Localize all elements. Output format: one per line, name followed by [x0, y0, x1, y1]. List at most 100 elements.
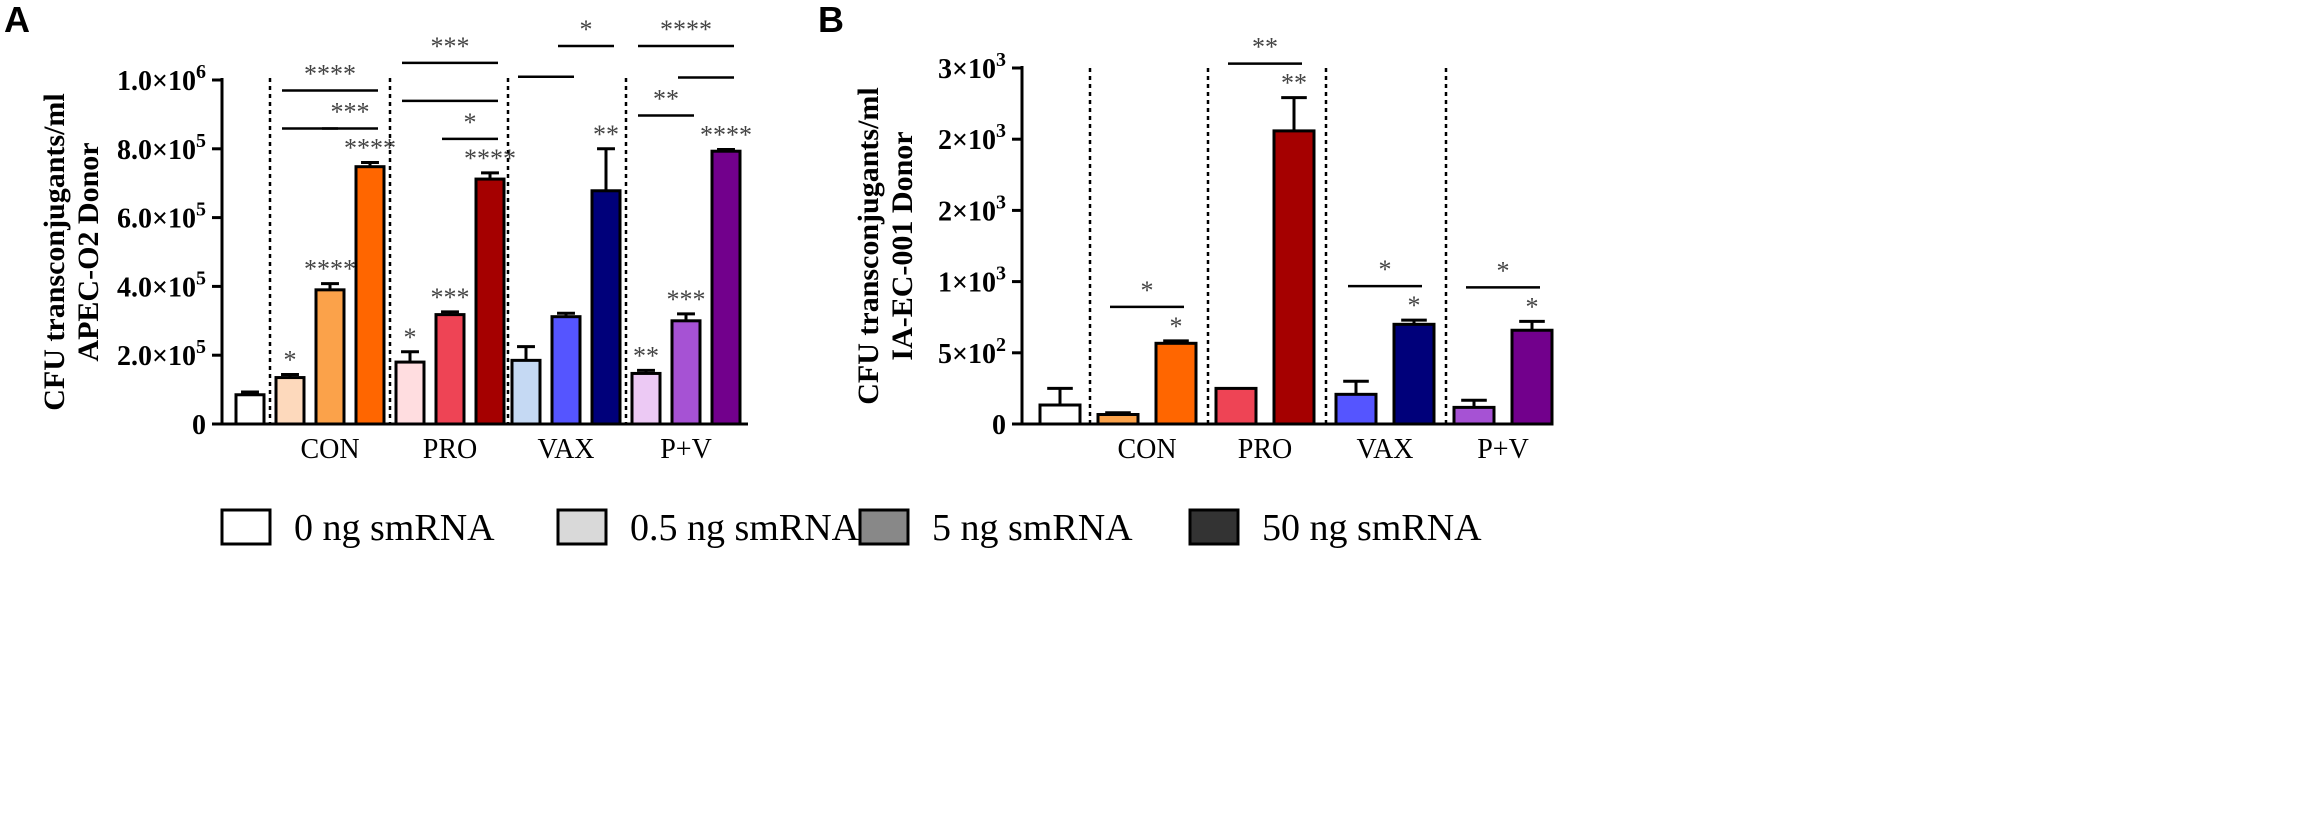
y-axis-label: APEC-O2 Donor — [72, 142, 105, 361]
bar — [1510, 328, 1554, 426]
tick-times: ×10 — [152, 341, 196, 372]
bracket-significance: * — [580, 15, 593, 44]
y-tick-label: 3×103 — [938, 49, 1006, 85]
bar — [1154, 341, 1198, 426]
bracket-significance: *** — [431, 32, 470, 61]
significance-label: **** — [304, 255, 356, 284]
bar — [234, 393, 266, 426]
bracket-significance: * — [1141, 276, 1154, 305]
bracket-significance: ** — [653, 84, 679, 113]
significance-label: ** — [633, 341, 659, 370]
bar — [1334, 392, 1378, 426]
tick-mantissa: 1.0 — [117, 66, 152, 97]
bar — [1392, 322, 1436, 426]
tick-exponent: 5 — [196, 199, 206, 221]
panel-a-chart: A CFU transconjugants/ml APEC-O2 Donor 0 2.0… — [4, 0, 752, 465]
tick-exponent: 3 — [996, 263, 1006, 285]
bar — [1096, 413, 1140, 426]
bracket-significance: * — [1379, 255, 1392, 284]
bar — [474, 177, 506, 426]
legend-swatch — [1188, 508, 1240, 546]
significance-label: **** — [464, 144, 516, 173]
tick-times: ×10 — [152, 66, 196, 97]
group-label: PRO — [1238, 434, 1292, 465]
legend-swatch — [556, 508, 608, 546]
group-label: PRO — [423, 434, 477, 465]
significance-label: * — [1526, 292, 1539, 321]
legend-label: 0.5 ng smRNA — [630, 507, 860, 549]
y-tick-label: 1.0×106 — [117, 61, 206, 97]
group-label: VAX — [537, 434, 594, 465]
legend: 0 ng smRNA 0.5 ng smRNA 5 ng smRNA 50 ng sm… — [220, 507, 1482, 549]
tick-times: ×10 — [952, 125, 996, 156]
bar — [550, 315, 582, 426]
group-label: VAX — [1356, 434, 1413, 465]
bar — [394, 360, 426, 426]
bar — [274, 376, 306, 426]
bar — [434, 313, 466, 426]
bar — [354, 165, 386, 426]
legend-label: 5 ng smRNA — [932, 507, 1133, 549]
group-label: P+V — [660, 434, 712, 465]
tick-exponent: 5 — [196, 336, 206, 358]
tick-exponent: 3 — [996, 49, 1006, 71]
tick-mantissa: 8.0 — [117, 135, 152, 166]
tick-exponent: 6 — [196, 61, 206, 83]
bar — [670, 319, 702, 426]
y-tick-label: 0 — [992, 410, 1006, 441]
y-tick-label: 5×102 — [938, 334, 1006, 370]
tick-mantissa: 2 — [938, 125, 952, 156]
tick-times: ×10 — [952, 339, 996, 370]
tick-times: ×10 — [152, 272, 196, 303]
tick-times: ×10 — [952, 268, 996, 299]
tick-exponent: 3 — [996, 120, 1006, 142]
bar — [630, 371, 662, 426]
y-tick-label: 1×103 — [938, 263, 1006, 299]
bar — [314, 288, 346, 426]
tick-mantissa: 6.0 — [117, 204, 152, 235]
significance-label: * — [1170, 312, 1183, 341]
panel-b-chart: B CFU transconjugants/ml IA-EC-001 Donor 0 5… — [818, 0, 1554, 465]
bar — [590, 189, 622, 426]
bracket-significance: **** — [304, 60, 356, 89]
bracket-significance: * — [1497, 256, 1510, 285]
tick-mantissa: 2 — [938, 196, 952, 227]
y-tick-label: 0 — [192, 410, 206, 441]
bar — [1452, 405, 1496, 426]
tick-exponent: 5 — [196, 267, 206, 289]
legend-label: 0 ng smRNA — [294, 507, 495, 549]
tick-exponent: 3 — [996, 191, 1006, 213]
significance-label: **** — [700, 120, 752, 149]
tick-exponent: 5 — [196, 130, 206, 152]
bar — [710, 149, 742, 426]
significance-label: ** — [593, 120, 619, 149]
bracket-significance: *** — [331, 98, 370, 127]
tick-times: ×10 — [152, 135, 196, 166]
significance-label: *** — [667, 285, 706, 314]
bracket-significance: ** — [1252, 33, 1278, 62]
tick-mantissa: 3 — [938, 54, 952, 85]
legend-swatch — [858, 508, 910, 546]
group-label: P+V — [1477, 434, 1529, 465]
y-tick-label: 4.0×105 — [117, 267, 206, 303]
y-tick-label: 6.0×105 — [117, 199, 206, 235]
significance-label: * — [1408, 291, 1421, 320]
bracket-significance: * — [464, 108, 477, 137]
y-tick-label: 2×103 — [938, 120, 1006, 156]
tick-exponent: 2 — [996, 334, 1006, 356]
group-label: CON — [1117, 434, 1176, 465]
bar — [1038, 403, 1082, 426]
tick-times: ×10 — [952, 54, 996, 85]
y-tick-label: 8.0×105 — [117, 130, 206, 166]
bar — [510, 358, 542, 426]
tick-mantissa: 5 — [938, 339, 952, 370]
significance-label: ** — [1281, 69, 1307, 98]
legend-label: 50 ng smRNA — [1262, 507, 1482, 549]
panel-label: A — [4, 0, 30, 40]
group-label: CON — [300, 434, 359, 465]
significance-label: * — [404, 323, 417, 352]
significance-label: * — [284, 345, 297, 374]
y-tick-label: 2×103 — [938, 191, 1006, 227]
tick-mantissa: 4.0 — [117, 272, 152, 303]
